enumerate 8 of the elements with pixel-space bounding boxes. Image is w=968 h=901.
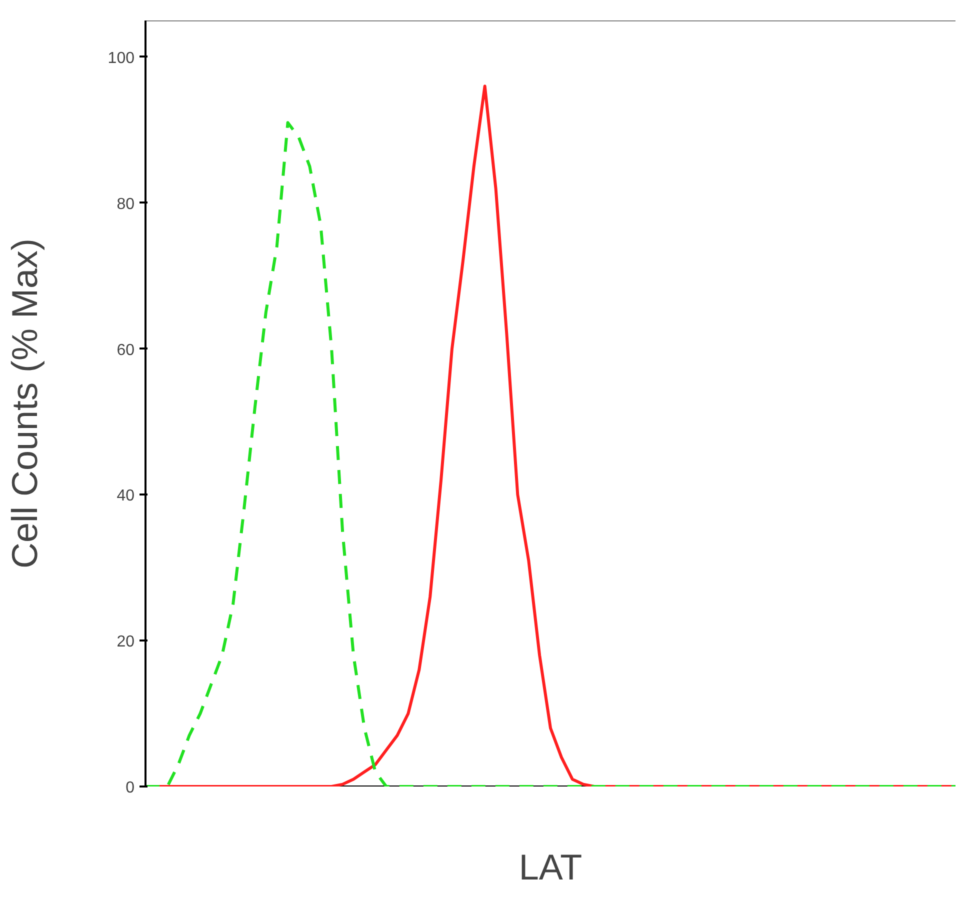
y-tick-label: 20 (116, 634, 135, 651)
y-tick-label: 40 (116, 488, 135, 505)
y-tick-label: 0 (126, 780, 135, 796)
y-tick-label: 80 (116, 196, 135, 213)
y-tick-label: 60 (116, 342, 135, 359)
y-tick-label: 100 (108, 50, 135, 67)
y-axis-title: Cell Counts (% Max) (4, 238, 45, 569)
x-axis-title: LAT (518, 846, 582, 888)
